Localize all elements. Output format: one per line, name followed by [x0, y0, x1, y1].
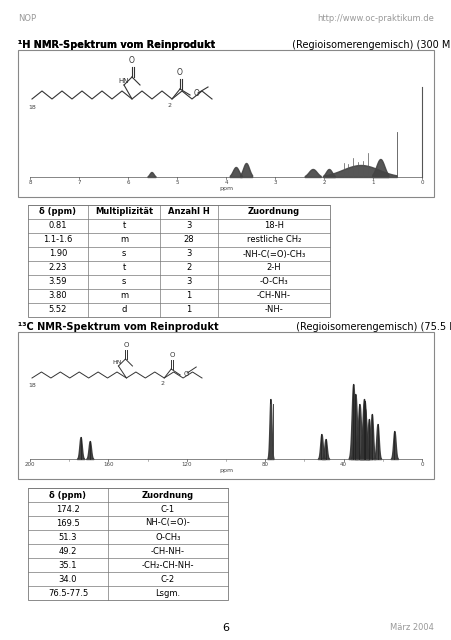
Text: 18: 18: [28, 383, 36, 388]
Text: -CH-NH-: -CH-NH-: [151, 547, 184, 556]
Text: 2: 2: [186, 264, 191, 273]
Text: O-CH₃: O-CH₃: [155, 532, 180, 541]
Text: s: s: [121, 250, 126, 259]
Text: 5: 5: [175, 180, 178, 185]
Text: 49.2: 49.2: [59, 547, 77, 556]
Text: 6: 6: [222, 623, 229, 633]
Text: -CH-NH-: -CH-NH-: [257, 291, 290, 301]
Text: O: O: [169, 352, 175, 358]
Text: m: m: [120, 236, 128, 244]
Text: C-1: C-1: [161, 504, 175, 513]
Text: (Regioisomerengemisch) (300 MHz, CDCl₃): (Regioisomerengemisch) (300 MHz, CDCl₃): [288, 40, 451, 50]
Text: 28: 28: [183, 236, 194, 244]
Text: 3: 3: [186, 250, 191, 259]
Text: HN: HN: [118, 78, 128, 84]
Bar: [28, 205, 329, 317]
Text: 200: 200: [25, 462, 35, 467]
Text: 2.23: 2.23: [49, 264, 67, 273]
Text: NH-C(=O)-: NH-C(=O)-: [145, 518, 190, 527]
Text: 0: 0: [419, 180, 423, 185]
Text: 2-H: 2-H: [266, 264, 281, 273]
Text: März 2004: März 2004: [389, 623, 433, 632]
Text: Zuordnung: Zuordnung: [142, 490, 193, 499]
Text: 80: 80: [261, 462, 268, 467]
Text: -CH₂-CH-NH-: -CH₂-CH-NH-: [142, 561, 194, 570]
Text: Anzahl H: Anzahl H: [168, 207, 209, 216]
Text: Lsgm.: Lsgm.: [155, 589, 180, 598]
Text: 0: 0: [419, 462, 423, 467]
Text: 3: 3: [273, 180, 276, 185]
Text: t: t: [122, 221, 125, 230]
Text: 4: 4: [224, 180, 227, 185]
Text: -NH-: -NH-: [264, 305, 283, 314]
Text: -NH-C(=O)-CH₃: -NH-C(=O)-CH₃: [242, 250, 305, 259]
Text: δ (ppm): δ (ppm): [50, 490, 86, 499]
Text: ¹H NMR-Spektrum vom Reinprodukt: ¹H NMR-Spektrum vom Reinprodukt: [18, 40, 215, 50]
Text: 2: 2: [168, 103, 172, 108]
Text: http://www.oc-praktikum.de: http://www.oc-praktikum.de: [317, 14, 433, 23]
Text: δ (ppm): δ (ppm): [39, 207, 76, 216]
Text: s: s: [121, 278, 126, 287]
Text: 3: 3: [186, 278, 191, 287]
Text: 3.80: 3.80: [49, 291, 67, 301]
Text: ¹H NMR-Spektrum vom Reinprodukt: ¹H NMR-Spektrum vom Reinprodukt: [18, 40, 215, 50]
Text: 1: 1: [370, 180, 374, 185]
Text: C-2: C-2: [161, 575, 175, 584]
Text: 3: 3: [186, 221, 191, 230]
Text: 3.59: 3.59: [49, 278, 67, 287]
Bar: [18, 50, 433, 197]
Text: ppm: ppm: [218, 468, 233, 473]
Text: 169.5: 169.5: [56, 518, 80, 527]
Text: HN: HN: [112, 360, 122, 365]
Text: d: d: [121, 305, 126, 314]
Text: ¹³C NMR-Spektrum vom Reinprodukt: ¹³C NMR-Spektrum vom Reinprodukt: [18, 322, 218, 332]
Text: 7: 7: [77, 180, 81, 185]
Text: O: O: [124, 342, 129, 348]
Text: 0.81: 0.81: [49, 221, 67, 230]
Text: t: t: [122, 264, 125, 273]
Text: 40: 40: [339, 462, 346, 467]
Text: 35.1: 35.1: [59, 561, 77, 570]
Text: 34.0: 34.0: [59, 575, 77, 584]
Text: m: m: [120, 291, 128, 301]
Text: Multiplizität: Multiplizität: [95, 207, 153, 216]
Text: ppm: ppm: [218, 186, 233, 191]
Text: O: O: [177, 68, 183, 77]
Text: 160: 160: [103, 462, 113, 467]
Text: 1.1-1.6: 1.1-1.6: [43, 236, 73, 244]
Text: 51.3: 51.3: [59, 532, 77, 541]
Text: -O-CH₃: -O-CH₃: [259, 278, 288, 287]
Text: NOP: NOP: [18, 14, 36, 23]
Text: O: O: [193, 88, 199, 97]
Text: 18: 18: [28, 105, 36, 110]
Text: 2: 2: [160, 381, 164, 386]
Text: O: O: [183, 371, 188, 377]
Text: 5.52: 5.52: [49, 305, 67, 314]
Bar: [28, 488, 227, 600]
Text: restliche CH₂: restliche CH₂: [246, 236, 300, 244]
Text: 1: 1: [186, 305, 191, 314]
Text: 174.2: 174.2: [56, 504, 80, 513]
Text: 120: 120: [181, 462, 192, 467]
Bar: [18, 332, 433, 479]
Text: 8: 8: [28, 180, 32, 185]
Text: 76.5-77.5: 76.5-77.5: [48, 589, 88, 598]
Text: 18-H: 18-H: [263, 221, 283, 230]
Text: O: O: [129, 56, 135, 65]
Text: 6: 6: [126, 180, 129, 185]
Text: Zuordnung: Zuordnung: [248, 207, 299, 216]
Text: 1.90: 1.90: [49, 250, 67, 259]
Text: (Regioisomerengemisch) (75.5 MHz, CDCl₃): (Regioisomerengemisch) (75.5 MHz, CDCl₃): [292, 322, 451, 332]
Text: 1: 1: [186, 291, 191, 301]
Text: 2: 2: [322, 180, 325, 185]
